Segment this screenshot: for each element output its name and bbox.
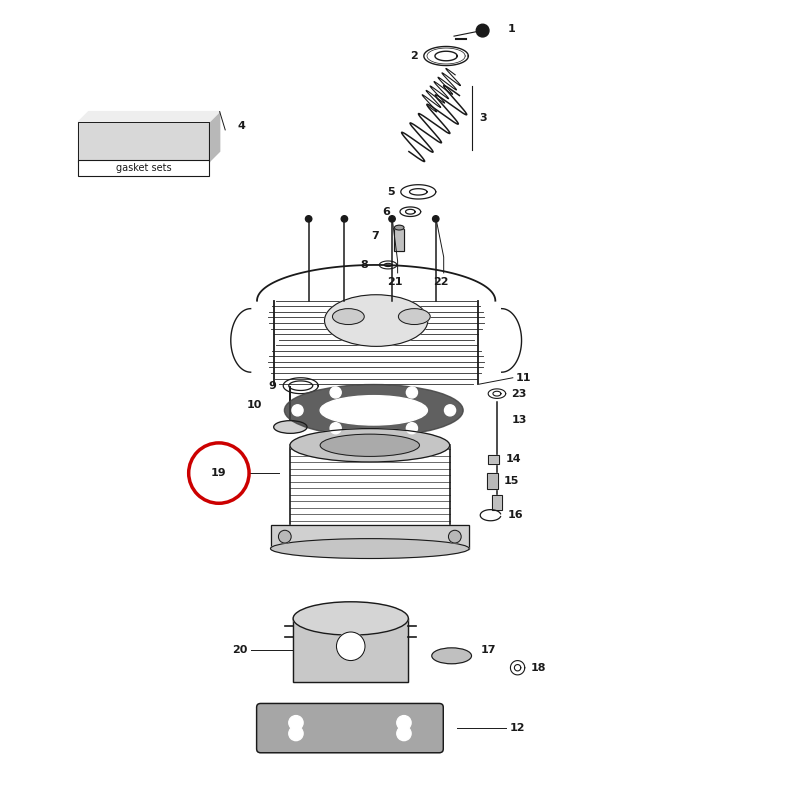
Circle shape: [289, 726, 303, 741]
Circle shape: [330, 422, 342, 434]
Circle shape: [406, 422, 418, 434]
Text: 2: 2: [410, 51, 418, 61]
Ellipse shape: [394, 226, 404, 230]
Circle shape: [389, 216, 395, 222]
Ellipse shape: [398, 309, 430, 325]
Ellipse shape: [320, 434, 419, 457]
Text: 21: 21: [387, 277, 403, 287]
Bar: [293, 618, 408, 682]
Polygon shape: [78, 112, 220, 122]
Text: 13: 13: [511, 415, 526, 425]
Ellipse shape: [320, 396, 427, 425]
Circle shape: [476, 24, 489, 37]
Text: 6: 6: [382, 206, 390, 217]
Text: 16: 16: [507, 510, 523, 520]
Circle shape: [330, 387, 342, 398]
Ellipse shape: [325, 294, 428, 346]
Bar: [487, 473, 498, 489]
Circle shape: [406, 387, 418, 398]
Text: 11: 11: [515, 373, 530, 382]
Bar: [293, 618, 408, 682]
Circle shape: [292, 405, 303, 416]
Bar: [492, 495, 502, 510]
Bar: [488, 455, 499, 463]
Circle shape: [306, 216, 312, 222]
FancyBboxPatch shape: [257, 703, 443, 753]
Bar: [270, 525, 469, 549]
Text: 3: 3: [479, 113, 487, 123]
Text: 23: 23: [511, 389, 526, 398]
Ellipse shape: [333, 309, 364, 325]
Text: 10: 10: [246, 400, 262, 410]
Circle shape: [433, 216, 439, 222]
Text: 19: 19: [211, 468, 226, 478]
Text: 17: 17: [481, 646, 497, 655]
Text: 5: 5: [388, 187, 395, 197]
Ellipse shape: [270, 538, 469, 558]
Bar: [394, 229, 404, 251]
Polygon shape: [78, 122, 210, 162]
Circle shape: [397, 715, 411, 730]
Bar: [78, 160, 210, 176]
Bar: [394, 229, 404, 251]
Circle shape: [289, 715, 303, 730]
Ellipse shape: [432, 648, 471, 664]
Bar: [488, 455, 499, 463]
Text: 20: 20: [232, 646, 247, 655]
Text: 4: 4: [237, 121, 245, 131]
Text: 22: 22: [434, 277, 449, 287]
Text: gasket sets: gasket sets: [116, 163, 172, 173]
Bar: [487, 473, 498, 489]
Text: 12: 12: [510, 723, 525, 733]
Bar: [270, 525, 469, 549]
Circle shape: [278, 530, 291, 543]
Ellipse shape: [285, 385, 463, 436]
Text: 18: 18: [531, 662, 546, 673]
Text: 14: 14: [506, 454, 522, 464]
Ellipse shape: [290, 429, 450, 462]
Circle shape: [342, 216, 347, 222]
Text: 8: 8: [361, 260, 368, 270]
Ellipse shape: [274, 421, 307, 434]
Text: 9: 9: [268, 381, 276, 390]
Circle shape: [397, 726, 411, 741]
Text: 15: 15: [503, 476, 518, 486]
Text: 7: 7: [370, 231, 378, 242]
Circle shape: [449, 530, 461, 543]
Circle shape: [445, 405, 456, 416]
Ellipse shape: [293, 602, 408, 635]
Polygon shape: [210, 112, 220, 162]
Text: 1: 1: [507, 24, 515, 34]
Bar: [492, 495, 502, 510]
Circle shape: [337, 632, 365, 661]
